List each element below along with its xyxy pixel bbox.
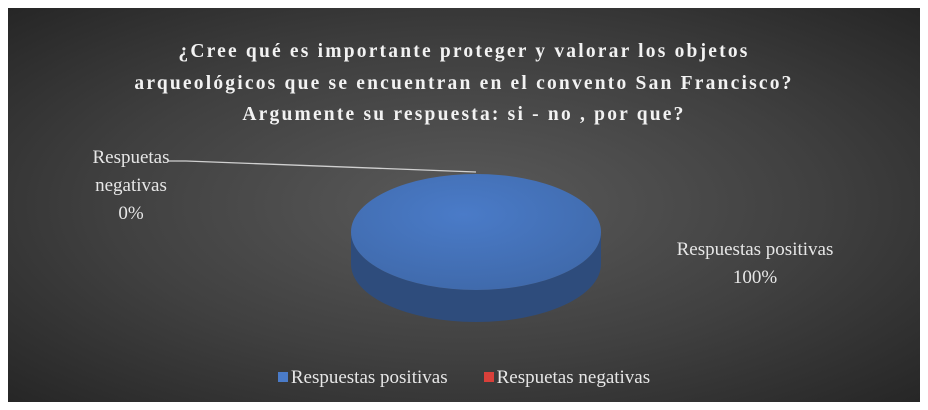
legend-swatch: [277, 372, 288, 382]
leader-line: [168, 160, 477, 173]
chart: ¿Cree qué es importante proteger y valor…: [8, 8, 920, 402]
pie-area: [168, 160, 601, 322]
legend: Respuestas positivas Respuetas negativas: [8, 367, 920, 389]
legend-item: Respuetas negativas: [483, 367, 651, 389]
data-label-value: 100%: [732, 267, 778, 288]
data-label: Respuestas positivas 100%: [640, 236, 870, 292]
legend-label: Respuestas positivas: [290, 367, 448, 388]
data-label-value: 0%: [118, 203, 144, 224]
chart-title: ¿Cree qué es importante proteger y valor…: [134, 41, 794, 125]
data-label-name: Respuetas negativas: [92, 147, 170, 196]
legend-item: Respuestas positivas: [277, 367, 448, 389]
data-label: Respuetas negativas 0%: [72, 144, 190, 228]
legend-label: Respuetas negativas: [496, 367, 651, 388]
slice-side: [351, 232, 601, 322]
data-label-name: Respuestas positivas: [676, 239, 834, 260]
legend-swatch: [483, 372, 494, 382]
slice: [351, 174, 601, 290]
